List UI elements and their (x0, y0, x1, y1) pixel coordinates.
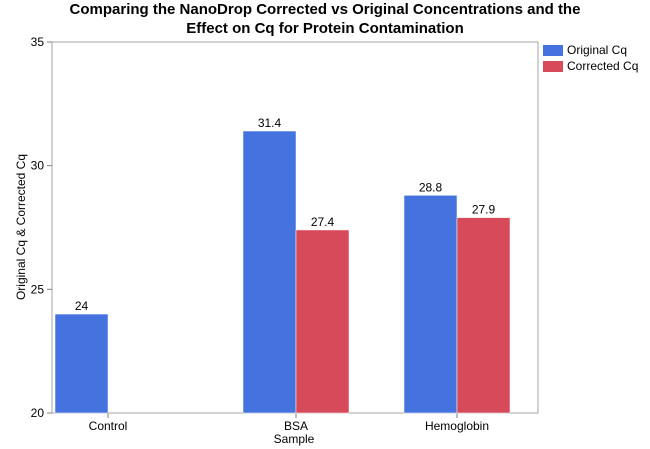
y-tick-label-1: 25 (31, 282, 45, 296)
data-label-1-2: 27.9 (472, 203, 496, 217)
legend: Original Cq Corrected Cq (543, 42, 638, 74)
chart-title: Comparing the NanoDrop Corrected vs Orig… (0, 0, 650, 38)
bar-0-1 (242, 130, 297, 414)
x-axis-label: Sample (273, 432, 315, 446)
legend-swatch-corrected (543, 60, 563, 72)
x-tick-label-2: Hemoglobin (425, 419, 489, 433)
chart-title-line-2: Effect on Cq for Protein Contamination (186, 20, 464, 37)
y-tick-label-3: 35 (31, 35, 45, 49)
bar-1-1 (295, 229, 350, 414)
legend-item-corrected: Corrected Cq (543, 58, 638, 74)
bar-0-0 (54, 313, 109, 414)
x-tick-label-0: Control (89, 419, 128, 433)
chart-title-line-1: Comparing the NanoDrop Corrected vs Orig… (69, 1, 581, 18)
bar-1-2 (456, 217, 511, 414)
y-axis-label: Original Cq & Corrected Cq (14, 153, 28, 301)
data-label-1-1: 27.4 (311, 215, 335, 229)
x-tick-label-1: BSA (284, 419, 308, 433)
data-label-0-0: 24 (75, 299, 89, 313)
legend-swatch-original (543, 44, 563, 56)
data-label-0-2: 28.8 (419, 180, 443, 194)
y-tick-label-2: 30 (31, 159, 45, 173)
legend-label-original: Original Cq (567, 43, 628, 57)
bar-0-2 (403, 195, 458, 414)
data-label-0-1: 31.4 (258, 116, 282, 130)
legend-item-original: Original Cq (543, 42, 638, 58)
chart-marks: 20 25 30 35 Control 24 BSA 31.4 27.4 Hemoglobin 28… (31, 35, 539, 433)
legend-label-corrected: Corrected Cq (567, 59, 639, 73)
y-tick-label-0: 20 (31, 406, 45, 420)
